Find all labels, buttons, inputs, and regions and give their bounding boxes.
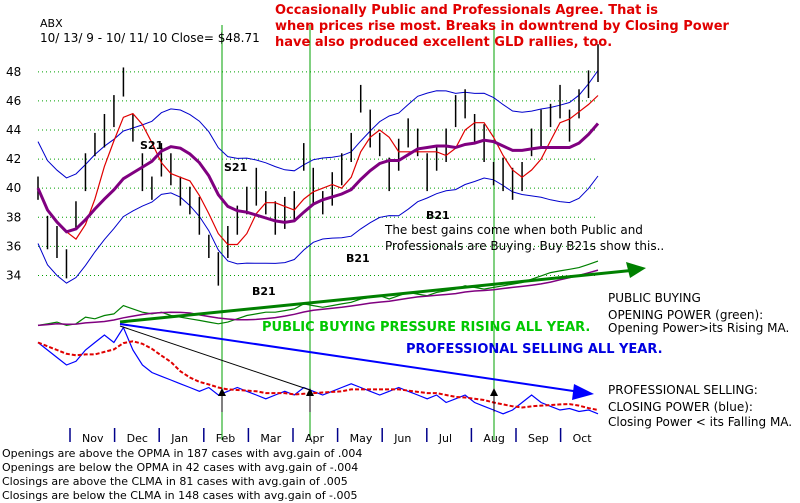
month-label: Apr [305,432,325,445]
public-rising-annotation: PUBLIC BUYING PRESSURE RISING ALL YEAR. [262,320,591,335]
month-label: Mar [260,432,281,445]
signal-b21-feb: B21 [252,285,276,298]
month-label: Jul [438,432,452,445]
best-gains-line-1: The best gains come when both Public and [385,223,643,237]
public-trend-arrowhead [626,262,646,278]
month-label: Dec [127,432,148,445]
closing-power-desc: Closing Power < its Falling MA. [608,415,793,429]
stat-line-3: Closings are above the CLMA in 81 cases … [2,475,348,488]
professional-trend-arrowhead [572,384,594,400]
month-label: Aug [483,432,504,445]
public-trend-arrow [119,268,637,324]
best-gains-line-2: Professionals are Buying. Buy B21s show … [385,239,665,253]
month-label: Feb [216,432,235,445]
month-label: Jun [393,432,411,445]
buy-arrowhead [218,388,226,396]
ticker-label: ABX [40,17,63,30]
prof-selling-title: PROFESSIONAL SELLING: [608,383,758,397]
professional-trend-arrow [119,323,581,393]
month-label: Nov [82,432,104,445]
signal-s21-feb: S21 [224,161,248,174]
signal-b21-jul: B21 [426,209,450,222]
date-range-close: 10/ 13/ 9 - 10/ 11/ 10 Close= $48.71 [40,31,260,45]
public-buying-title: PUBLIC BUYING [608,291,701,305]
short-ma-line [37,95,599,246]
closing-power-line [37,326,599,415]
opening-power-ma-line [37,269,599,327]
opening-power-line [37,260,599,327]
bollinger-upper-line [37,70,599,179]
top-annotation-line-3: have also produced excellent GLD rallies… [275,35,613,50]
opening-power-label: OPENING POWER (green): [608,308,764,322]
signal-b21-apr: B21 [346,252,370,265]
y-tick-label: 48 [6,65,21,79]
buy-arrowhead [306,388,314,396]
y-tick-label: 40 [6,181,21,195]
y-tick-label: 46 [6,94,21,108]
signal-s21-dec: S21 [140,139,164,152]
closing-trend-line [119,325,311,391]
y-tick-label: 34 [6,268,21,282]
stat-line-1: Openings are above the OPMA in 187 cases… [2,447,363,460]
stat-line-2: Openings are below the OPMA in 42 cases … [2,461,359,474]
buy-arrowhead [490,388,498,396]
prof-selling-annotation: PROFESSIONAL SELLING ALL YEAR. [406,342,663,357]
closing-power-label: CLOSING POWER (blue): [608,400,753,414]
y-tick-label: 44 [6,123,21,137]
y-tick-label: 36 [6,239,21,253]
stat-line-4: Closings are below the CLMA in 148 cases… [2,489,358,502]
bollinger-lower-line [37,175,599,284]
top-annotation-line-1: Occasionally Public and Professionals Ag… [275,3,659,18]
month-label: Jan [170,432,188,445]
y-tick-label: 42 [6,152,21,166]
long-ma-line [36,122,600,234]
month-label: Sep [528,432,549,445]
closing-power-ma-line [37,340,599,411]
opening-power-desc: Opening Power>its Rising MA. [608,321,790,335]
y-tick-label: 38 [6,210,21,224]
top-annotation-line-2: when prices rise most. Breaks in downtre… [275,19,729,34]
month-label: May [350,432,373,445]
month-label: Oct [573,432,593,445]
